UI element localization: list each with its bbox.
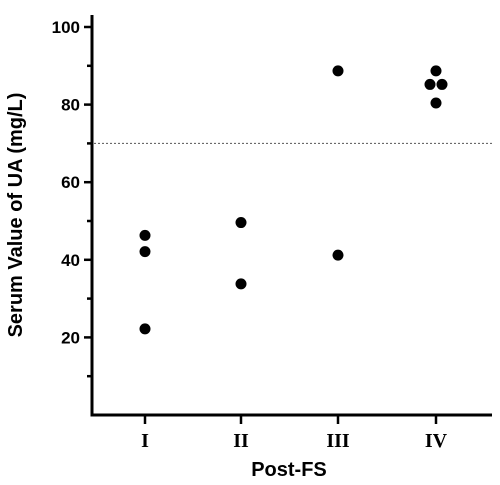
x-axis: I II III IV (90, 413, 492, 452)
data-point (139, 229, 151, 241)
x-tick-label: I (141, 430, 149, 452)
data-point (139, 246, 151, 258)
y-tick-label: 40 (61, 251, 80, 270)
x-tick-label: IV (425, 430, 448, 452)
points-layer (139, 65, 448, 335)
data-point (424, 78, 436, 90)
data-point (139, 323, 151, 335)
y-axis-title: Serum Value of UA (mg/L) (5, 93, 27, 338)
data-point (332, 65, 344, 77)
x-axis-title: Post-FS (251, 459, 327, 481)
y-tick-label: 100 (52, 18, 80, 37)
data-point (235, 217, 247, 229)
data-point (332, 249, 344, 261)
data-point (430, 97, 442, 109)
data-point (436, 78, 448, 90)
y-tick-label: 20 (61, 328, 80, 347)
y-tick-label: 80 (61, 96, 80, 115)
data-point (235, 278, 247, 290)
x-tick-label: II (233, 430, 249, 452)
y-axis: 20 40 60 80 100 (52, 15, 94, 417)
data-point (430, 65, 442, 77)
y-tick-label: 60 (61, 173, 80, 192)
x-tick-label: III (326, 430, 350, 452)
